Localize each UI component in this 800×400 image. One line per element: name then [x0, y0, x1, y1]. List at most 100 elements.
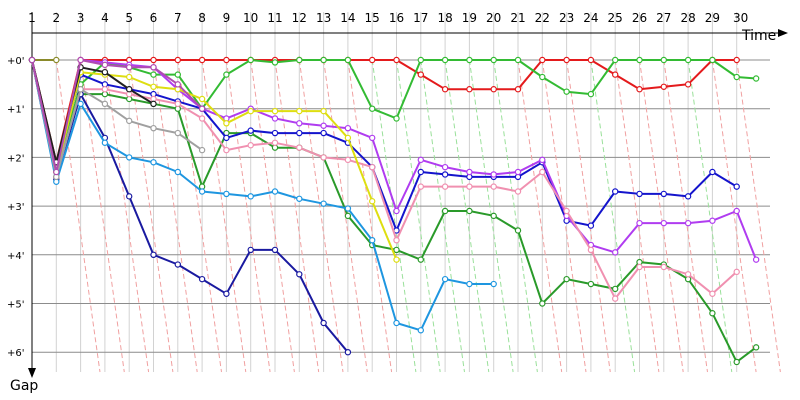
x-tick-label: 20: [486, 11, 501, 25]
data-point: [417, 327, 424, 334]
data-point: [101, 68, 109, 76]
data-point: [733, 207, 740, 215]
x-tick-label: 15: [365, 11, 380, 25]
data-point: [125, 64, 133, 71]
series-line: [31, 59, 738, 300]
x-axis-title: Time: [741, 28, 776, 44]
data-point: [369, 134, 376, 142]
data-point: [198, 146, 206, 154]
data-point: [466, 183, 473, 190]
data-point: [198, 105, 206, 112]
data-point: [101, 61, 109, 69]
horizontal-gridlines: [32, 59, 770, 353]
data-point: [490, 171, 497, 178]
data-point: [660, 219, 668, 227]
series-lines: [28, 56, 760, 366]
y-tick-label: +6': [7, 348, 25, 359]
x-tick-label: 21: [510, 11, 525, 25]
data-point: [344, 212, 352, 220]
x-tick-label: 22: [535, 11, 550, 25]
data-point: [271, 129, 279, 137]
x-tick-label: 26: [632, 11, 647, 25]
diagonal-guide-line: [250, 59, 295, 373]
diagonal-guide-line: [347, 59, 393, 373]
data-point: [150, 159, 157, 166]
x-tick-label: 10: [243, 11, 258, 25]
diagonal-guide-line: [493, 59, 538, 373]
data-point: [320, 200, 327, 207]
data-point: [150, 64, 157, 71]
data-point: [612, 295, 619, 302]
data-point: [490, 280, 497, 288]
data-point: [490, 86, 497, 93]
data-point: [733, 56, 740, 64]
data-point: [660, 190, 668, 198]
x-tick-label: 28: [680, 11, 695, 25]
series-skyblue: [28, 56, 497, 334]
data-point: [393, 207, 400, 215]
data-point: [344, 124, 352, 132]
data-point: [28, 56, 36, 64]
data-point: [514, 56, 522, 64]
data-point: [344, 349, 352, 356]
diagonal-guide-line: [55, 59, 101, 373]
data-point: [752, 344, 760, 351]
data-point: [612, 56, 619, 64]
y-tick-label: +2': [7, 153, 25, 164]
data-point: [247, 107, 254, 115]
data-point: [198, 95, 206, 103]
series-line: [31, 59, 398, 261]
data-point: [563, 56, 570, 64]
data-point: [393, 319, 400, 327]
series-line: [31, 59, 203, 178]
x-tick-label: 17: [413, 11, 428, 25]
series-violet: [28, 56, 206, 176]
diagonal-guide-line: [541, 59, 587, 373]
data-point: [466, 86, 473, 93]
diagonal-guide-line: [468, 59, 514, 373]
x-tick-label: 14: [340, 11, 355, 25]
diagonal-guide-line: [396, 59, 441, 373]
data-point: [393, 236, 400, 244]
data-point: [77, 86, 84, 93]
x-tick-label: 12: [292, 11, 307, 25]
diagonal-guide-line: [80, 59, 125, 373]
data-point: [563, 275, 570, 283]
data-point: [150, 71, 157, 78]
data-point: [198, 275, 206, 283]
data-point: [247, 193, 254, 200]
data-point: [125, 193, 133, 200]
data-point: [320, 56, 327, 64]
data-point: [296, 144, 303, 151]
x-tick-label: 30: [733, 11, 748, 25]
data-point: [417, 183, 424, 190]
diagonal-guide-line: [444, 59, 490, 373]
data-point: [198, 56, 206, 64]
data-point: [174, 56, 181, 64]
data-point: [417, 56, 424, 64]
data-point: [393, 256, 400, 263]
data-point: [636, 56, 643, 64]
data-point: [684, 81, 692, 88]
data-point: [53, 168, 60, 176]
data-point: [369, 198, 376, 205]
data-point: [636, 219, 643, 227]
data-point: [369, 163, 376, 171]
series-yellow: [28, 56, 400, 263]
data-point: [733, 268, 740, 276]
diagonal-guide-line: [323, 59, 368, 373]
data-point: [271, 188, 279, 195]
y-tick-labels: +0' +1' +2' +3' +4' +5' +6': [7, 56, 25, 359]
data-point: [417, 256, 424, 263]
series-line: [31, 59, 203, 173]
data-point: [612, 188, 619, 195]
data-point: [587, 246, 595, 254]
data-point: [344, 156, 352, 164]
vertical-gridlines: [55, 12, 738, 372]
data-point: [709, 168, 716, 176]
data-point: [247, 142, 254, 149]
data-point: [344, 134, 352, 142]
data-point: [174, 71, 181, 78]
diagonal-guide-line: [420, 59, 465, 373]
